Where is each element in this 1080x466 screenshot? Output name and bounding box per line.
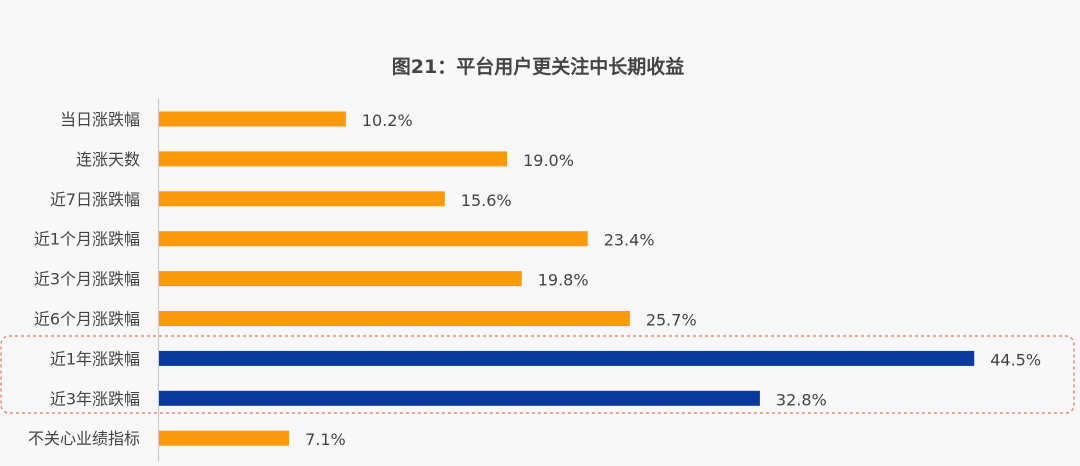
bar bbox=[159, 191, 445, 207]
category-label: 近3个月涨跌幅 bbox=[34, 270, 140, 289]
data-label: 10.2% bbox=[362, 111, 413, 130]
category-label: 近1年涨跌幅 bbox=[50, 349, 140, 368]
data-label: 25.7% bbox=[646, 311, 697, 330]
bar bbox=[159, 430, 290, 446]
bar bbox=[159, 271, 522, 287]
category-label: 当日涨跌幅 bbox=[60, 110, 140, 129]
category-label: 近3年涨跌幅 bbox=[50, 389, 140, 408]
category-label: 连涨天数 bbox=[76, 150, 140, 169]
chart-title: 图21：平台用户更关注中长期收益 bbox=[392, 55, 684, 78]
highlight-box bbox=[0, 335, 1075, 414]
data-label: 23.4% bbox=[604, 231, 655, 250]
bar bbox=[159, 111, 346, 127]
category-label: 近6个月涨跌幅 bbox=[34, 310, 140, 329]
bar bbox=[159, 311, 630, 326]
data-label: 32.8% bbox=[776, 390, 827, 409]
category-label: 近7日涨跌幅 bbox=[50, 190, 140, 209]
data-label: 19.0% bbox=[523, 151, 574, 170]
data-label: 7.1% bbox=[305, 430, 346, 449]
category-label: 不关心业绩指标 bbox=[28, 429, 140, 448]
bar bbox=[159, 231, 588, 247]
bar bbox=[159, 350, 975, 366]
bar bbox=[159, 390, 760, 406]
data-label: 19.8% bbox=[538, 271, 589, 290]
category-label: 近1个月涨跌幅 bbox=[34, 230, 140, 249]
data-label: 15.6% bbox=[461, 191, 512, 210]
data-label: 44.5% bbox=[990, 350, 1041, 369]
bar bbox=[159, 151, 508, 167]
